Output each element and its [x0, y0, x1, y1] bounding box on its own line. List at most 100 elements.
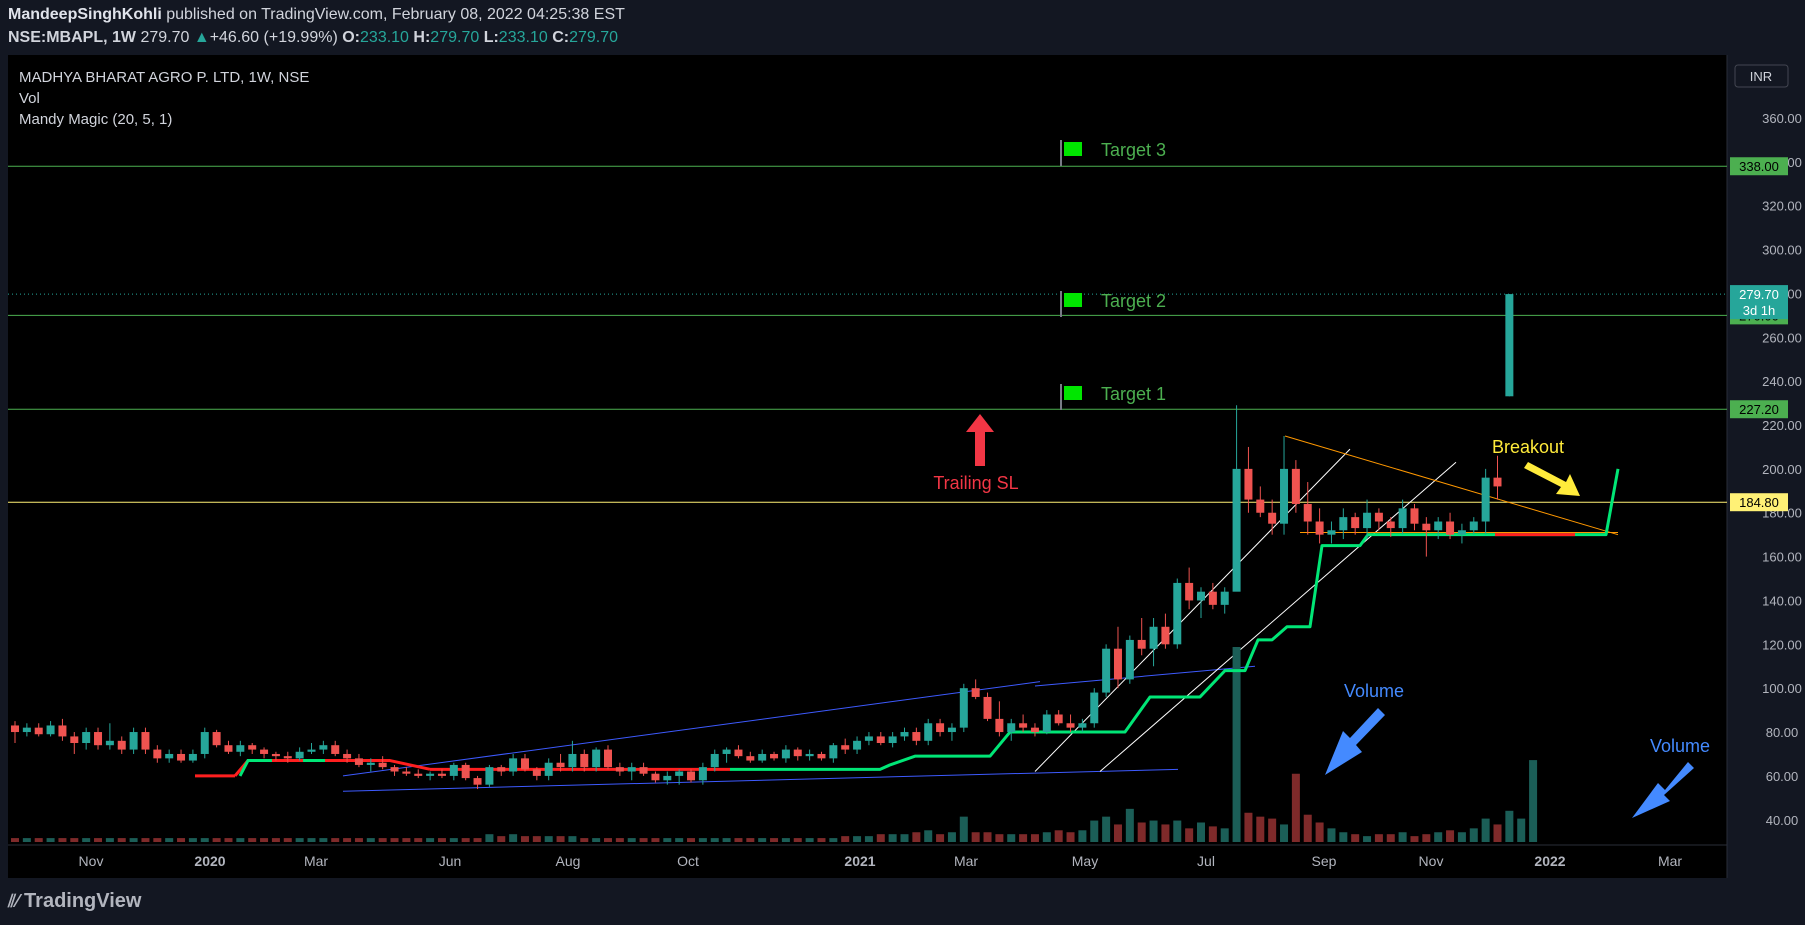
candle-body [1019, 723, 1028, 728]
annotations: Target 3 Target 2 Target 1 Trailing SL Break… [933, 140, 1710, 818]
legend-volume[interactable]: Vol [19, 90, 40, 107]
volume-bar [1457, 832, 1466, 842]
candle-body [995, 718, 1004, 733]
candle-body [260, 749, 269, 754]
volume-bar [82, 838, 91, 842]
candle-body [1505, 294, 1514, 397]
candle-body [1042, 714, 1051, 733]
candle-body [1185, 582, 1194, 601]
candle-body [1386, 521, 1395, 529]
target-3-badge-text: 338.00 [1739, 159, 1779, 174]
time-axis[interactable]: Nov 2020 Mar Jun Aug Oct 2021 Mar May Jul Sep Nov 20… [79, 853, 1683, 869]
y-tick-label: 200.00 [1762, 462, 1802, 477]
candle-body [1030, 727, 1039, 733]
volume-bar [295, 838, 304, 842]
volume-bar [1102, 816, 1111, 842]
volume-bar [22, 838, 31, 842]
volume-bar [663, 838, 672, 842]
volume-bar [829, 838, 838, 842]
volume-bar [473, 838, 482, 842]
volume-bar [532, 836, 541, 842]
volume-bar [615, 838, 624, 842]
volume-bar [1197, 822, 1205, 842]
volume-bar [1161, 824, 1170, 842]
candle-body [900, 732, 909, 737]
candle-body [1125, 639, 1134, 680]
y-tick-label: 100.00 [1762, 681, 1802, 696]
price-chart[interactable]: Target 3 Target 2 Target 1 Trailing SL Break… [0, 55, 1805, 878]
candle-body [1291, 468, 1300, 504]
volume-bar [354, 838, 363, 842]
candle-body [627, 767, 636, 772]
candle-body [1493, 477, 1502, 487]
volume-bar [11, 838, 19, 842]
candle-body [1244, 468, 1253, 500]
volume-bar [1434, 832, 1443, 842]
candle-body [1339, 517, 1348, 531]
candle-body [1327, 530, 1336, 535]
x-tick-label: Aug [556, 853, 581, 869]
candle-body [212, 732, 221, 746]
volume-bar [485, 834, 494, 842]
y-tick-label: 260.00 [1762, 330, 1802, 345]
y-tick-label: 240.00 [1762, 374, 1802, 389]
author-name[interactable]: MandeepSinghKohli [8, 6, 162, 23]
volume-bar [1125, 808, 1134, 842]
breakout-badge-box [1730, 493, 1788, 512]
volume-bar [70, 838, 79, 842]
target-1-badge-text: 227.20 [1739, 402, 1779, 417]
candle-body [1090, 692, 1099, 724]
volume-bar [141, 838, 150, 842]
rising-trend-line-2 [1099, 461, 1457, 772]
candle-body [651, 773, 660, 781]
supertrend-up-segment [730, 468, 1620, 771]
trailing-sl-label: Trailing SL [933, 473, 1018, 493]
tradingview-logo[interactable]: ⫽⁄ TradingView [8, 890, 142, 913]
candle-body [177, 753, 186, 761]
volume-bar [1303, 814, 1312, 842]
candle-body [604, 749, 612, 768]
volume-bar [212, 838, 221, 842]
candle-body [983, 696, 992, 719]
legend-indicator[interactable]: Mandy Magic (20, 5, 1) [19, 111, 172, 128]
volume-bar [924, 830, 933, 842]
publish-date: published on TradingView.com, February 0… [161, 6, 625, 23]
candle-body [22, 727, 31, 733]
candle-body [82, 732, 91, 744]
volume-bar [331, 838, 340, 842]
volume-bar [580, 838, 589, 842]
currency-button[interactable] [1734, 64, 1789, 88]
price-axis[interactable]: 360.00340.00320.00300.00280.00260.00240.… [1762, 111, 1802, 828]
candle-body [1232, 468, 1241, 592]
volume-bar [437, 838, 446, 842]
candle-body [46, 725, 55, 735]
target-2-label: Target 2 [1101, 291, 1166, 311]
volume-bar [1054, 830, 1063, 842]
volume-bar [224, 838, 233, 842]
candle-body [687, 771, 696, 781]
candle-body [1102, 648, 1111, 693]
candle-body [485, 767, 494, 785]
candle-body [1113, 648, 1122, 680]
channel-extension-line [1034, 665, 1256, 687]
candle-body [58, 725, 67, 737]
volume-bar [912, 832, 921, 842]
candle-body [532, 769, 541, 776]
supertrend-up-segment [238, 759, 272, 777]
x-tick-label: Mar [954, 853, 978, 869]
candle-body [224, 745, 233, 752]
volume-bar [1529, 760, 1538, 842]
candle-body [1398, 508, 1407, 529]
volume-bar [94, 838, 103, 842]
candle-body [829, 745, 838, 759]
candle-body [639, 767, 648, 774]
volume-bar [876, 834, 885, 842]
target-1-badge-box [1730, 400, 1788, 419]
candle-body [1054, 714, 1063, 724]
candle-body [105, 740, 114, 746]
volume-bar [900, 834, 909, 842]
footer-bar [0, 878, 1805, 925]
candle-body [568, 753, 577, 768]
volume-bar [1244, 812, 1253, 842]
